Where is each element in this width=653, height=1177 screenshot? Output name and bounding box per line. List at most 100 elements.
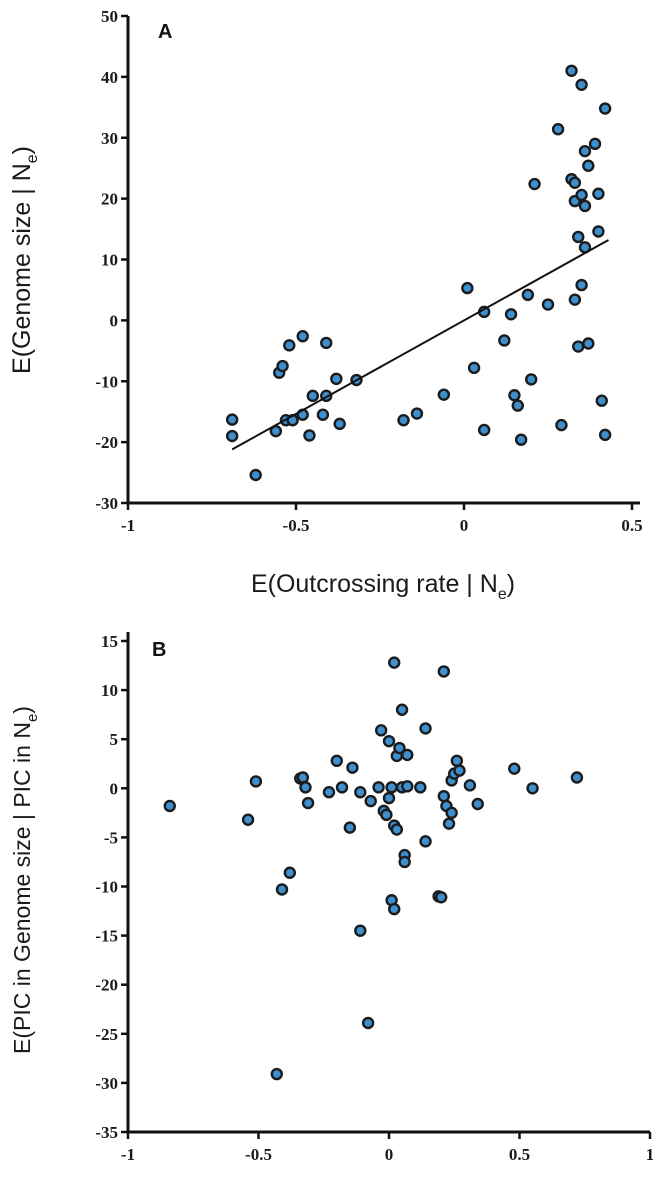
data-point [575, 78, 588, 91]
x-tick-label: 0 [460, 516, 469, 535]
data-point [374, 724, 388, 737]
data-point [450, 754, 464, 768]
data-point [453, 764, 466, 777]
data-point [382, 791, 396, 805]
data-point [299, 781, 312, 794]
data-point [568, 293, 582, 306]
data-point [437, 789, 451, 803]
y-tick-label: -25 [95, 1025, 118, 1044]
panel-a-y-axis-title: E(Genome size | Ne) [8, 146, 41, 374]
y-tick-label: 0 [110, 779, 119, 798]
data-point [575, 188, 588, 202]
data-point [398, 855, 411, 869]
data-point [361, 1016, 375, 1030]
y-tick-label: 15 [101, 632, 118, 651]
data-point [393, 741, 406, 755]
data-point [508, 762, 521, 775]
data-point [388, 902, 401, 916]
data-point [551, 123, 565, 136]
data-point [511, 399, 524, 412]
panel-a-chart: A -30 -20 -10 0 10 20 30 40 50 -1 -0.5 0 0.5 E(Outcr… [8, 7, 643, 603]
data-point [504, 308, 518, 321]
data-point [330, 754, 343, 768]
data-point [388, 656, 401, 669]
data-point [333, 417, 346, 431]
data-point [498, 334, 511, 347]
data-point [442, 817, 456, 830]
data-point [306, 389, 319, 403]
y-tick-label: -15 [95, 927, 118, 946]
x-tick-label: -0.5 [245, 1145, 272, 1164]
y-tick-label: 20 [101, 190, 118, 209]
data-point [467, 361, 481, 375]
data-point [461, 281, 474, 295]
data-point [322, 786, 336, 799]
y-tick-label: -30 [95, 1074, 118, 1093]
data-point [382, 734, 396, 748]
data-point [572, 230, 585, 244]
data-point [385, 781, 398, 794]
data-point [588, 137, 602, 151]
data-point [354, 786, 367, 799]
panel-a-points [225, 64, 612, 482]
y-tick-label: 30 [101, 129, 118, 148]
data-point [225, 413, 239, 426]
data-point [471, 797, 484, 811]
y-tick-label: -10 [95, 372, 118, 391]
data-point [241, 813, 255, 826]
data-point [397, 414, 410, 427]
data-point [437, 665, 451, 678]
data-point [372, 781, 385, 794]
data-point [401, 748, 414, 762]
data-point [437, 388, 451, 401]
x-tick-label: 1 [646, 1145, 653, 1164]
data-point [555, 418, 568, 432]
data-point [582, 337, 595, 350]
data-point [521, 288, 535, 302]
data-point [578, 144, 592, 158]
data-point [401, 780, 414, 793]
data-point [541, 298, 555, 311]
data-point [514, 433, 528, 446]
x-tick-label: 0.5 [621, 516, 642, 535]
data-point [316, 408, 330, 421]
data-point [525, 373, 538, 386]
data-point [410, 407, 424, 420]
data-point [346, 761, 359, 774]
data-point [330, 372, 343, 386]
data-point [225, 429, 239, 443]
y-tick-label: -10 [95, 878, 118, 897]
data-point [508, 389, 521, 402]
panel-b-axes [126, 632, 650, 1134]
x-tick-label: -1 [121, 1145, 135, 1164]
data-point [283, 339, 296, 352]
panel-b-y-axis-title: E(PIC in Genome size | PIC in Ne) [9, 706, 41, 1054]
data-point [380, 808, 393, 822]
panel-b-points [163, 656, 584, 1081]
data-point [364, 794, 377, 808]
y-tick-label: 10 [101, 251, 118, 270]
data-point [598, 102, 612, 115]
y-tick-label: -35 [95, 1123, 118, 1142]
data-point [592, 187, 605, 200]
data-point [477, 423, 491, 437]
data-point [249, 468, 262, 482]
data-point [570, 771, 584, 784]
y-tick-label: -20 [95, 976, 118, 995]
data-point [335, 781, 349, 794]
data-point [526, 782, 539, 795]
data-point [390, 823, 404, 836]
data-point [414, 781, 427, 794]
data-point [320, 336, 333, 350]
data-point [568, 176, 582, 189]
data-point [276, 359, 289, 373]
y-tick-label: -30 [95, 494, 118, 513]
data-point [249, 775, 263, 788]
x-tick-label: 0 [385, 1145, 394, 1164]
y-tick-label: 0 [110, 311, 119, 330]
y-tick-label: 40 [101, 68, 118, 87]
data-point [270, 1067, 283, 1081]
data-point [582, 159, 595, 172]
